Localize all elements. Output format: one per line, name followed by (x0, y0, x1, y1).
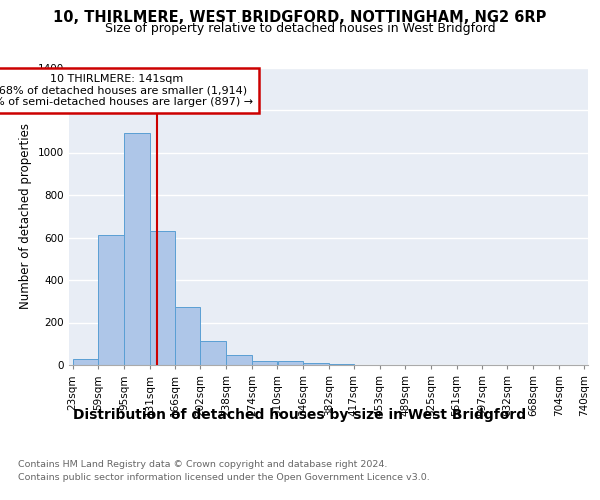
Text: 10, THIRLMERE, WEST BRIDGFORD, NOTTINGHAM, NG2 6RP: 10, THIRLMERE, WEST BRIDGFORD, NOTTINGHA… (53, 10, 547, 25)
Bar (303, 363, 329, 365)
Bar (150, 231, 175, 365)
Bar (329, 364, 354, 365)
Text: Contains public sector information licensed under the Open Government Licence v3: Contains public sector information licen… (18, 472, 430, 482)
Bar (175, 306, 200, 365)
Bar (124, 134, 149, 365)
Bar (200, 340, 226, 365)
Bar (98, 236, 124, 365)
Y-axis label: Number of detached properties: Number of detached properties (19, 123, 32, 309)
Bar (252, 361, 277, 365)
Bar (226, 356, 251, 365)
Text: Size of property relative to detached houses in West Bridgford: Size of property relative to detached ho… (104, 22, 496, 35)
Bar (73, 358, 98, 365)
Text: 10 THIRLMERE: 141sqm
← 68% of detached houses are smaller (1,914)
32% of semi-de: 10 THIRLMERE: 141sqm ← 68% of detached h… (0, 74, 253, 107)
Bar (278, 361, 303, 365)
Text: Distribution of detached houses by size in West Bridgford: Distribution of detached houses by size … (73, 408, 527, 422)
Text: Contains HM Land Registry data © Crown copyright and database right 2024.: Contains HM Land Registry data © Crown c… (18, 460, 388, 469)
